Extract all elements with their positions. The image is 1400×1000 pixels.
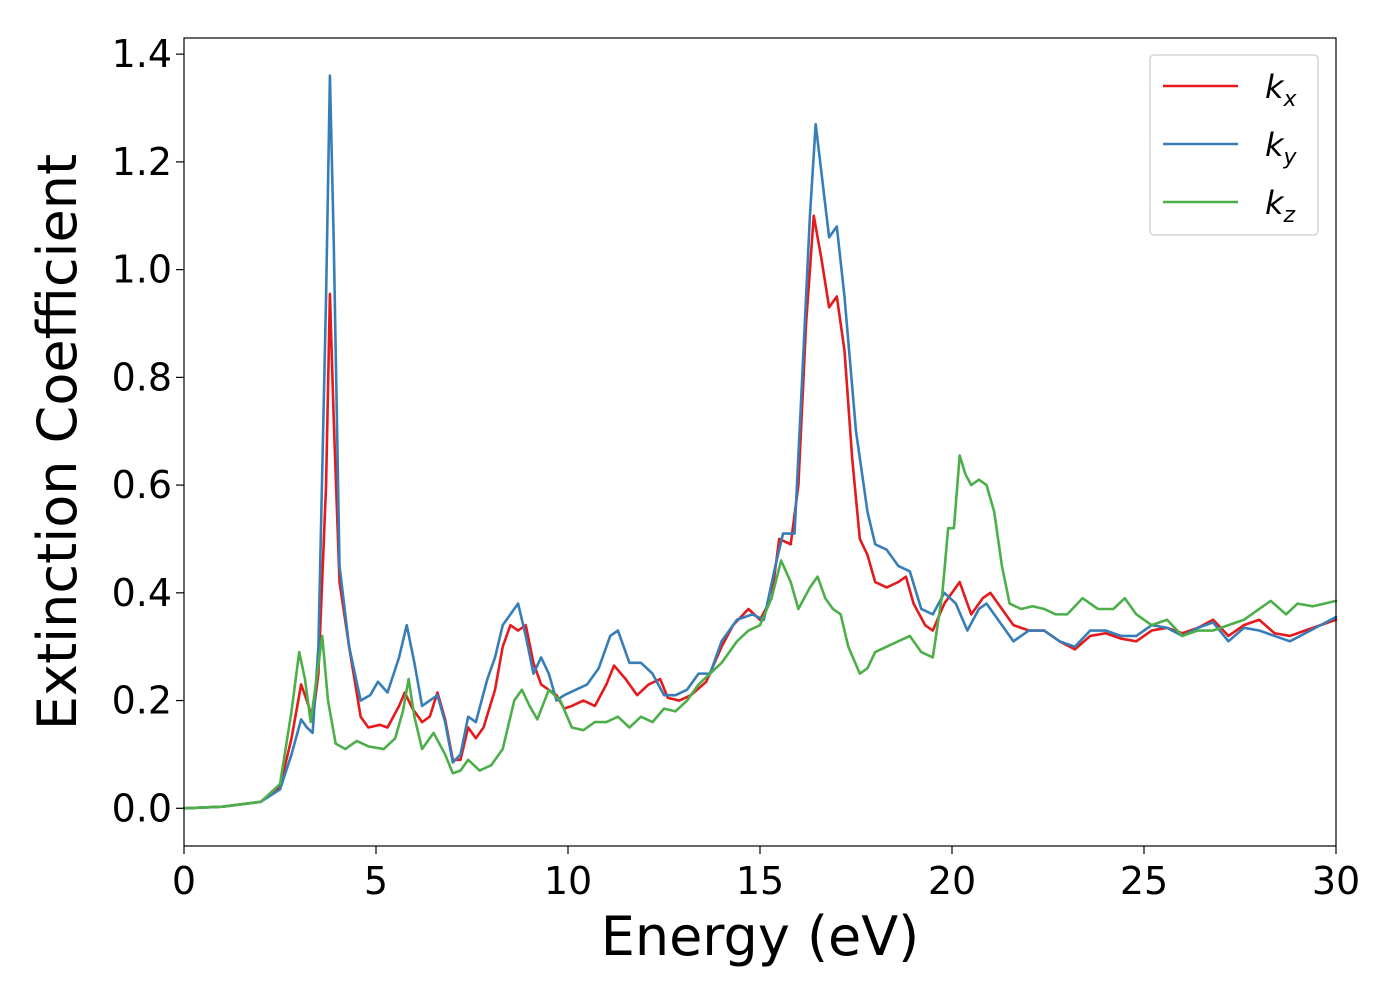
y-tick-label: 1.0 bbox=[112, 248, 172, 292]
legend: kx ky kz bbox=[1149, 54, 1319, 236]
y-tick-label: 1.4 bbox=[112, 32, 172, 76]
legend-label-y: ky bbox=[1265, 126, 1298, 170]
x-tick-label: 5 bbox=[364, 859, 388, 903]
y-tick-label: 0.6 bbox=[112, 463, 172, 507]
x-tick-label: 20 bbox=[928, 859, 976, 903]
x-tick-label: 25 bbox=[1120, 859, 1168, 903]
y-tick-label: 0.4 bbox=[112, 571, 172, 615]
x-tick-label: 10 bbox=[544, 859, 592, 903]
x-tick-label: 15 bbox=[736, 859, 784, 903]
legend-label-x: kx bbox=[1265, 68, 1298, 112]
legend-label-z: kz bbox=[1265, 184, 1296, 228]
x-axis: 0 5 10 15 20 25 30 bbox=[172, 846, 1360, 903]
y-tick-label: 0.8 bbox=[112, 355, 172, 399]
x-tick-label: 30 bbox=[1312, 859, 1360, 903]
series-layer bbox=[182, 74, 1338, 810]
series-line-z bbox=[182, 454, 1338, 810]
y-tick-label: 1.2 bbox=[112, 140, 172, 184]
plot-area bbox=[184, 38, 1336, 846]
x-axis-label: Energy (eV) bbox=[601, 905, 920, 968]
x-tick-label: 0 bbox=[172, 859, 196, 903]
y-tick-label: 0.2 bbox=[112, 679, 172, 723]
series-line-x bbox=[182, 214, 1338, 810]
y-tick-label: 0.0 bbox=[112, 786, 172, 830]
y-axis: 0.0 0.2 0.4 0.6 0.8 1.0 1.2 1.4 bbox=[112, 32, 184, 830]
series-line-y bbox=[182, 74, 1338, 810]
y-axis-label: Extinction Coefficient bbox=[26, 154, 89, 730]
